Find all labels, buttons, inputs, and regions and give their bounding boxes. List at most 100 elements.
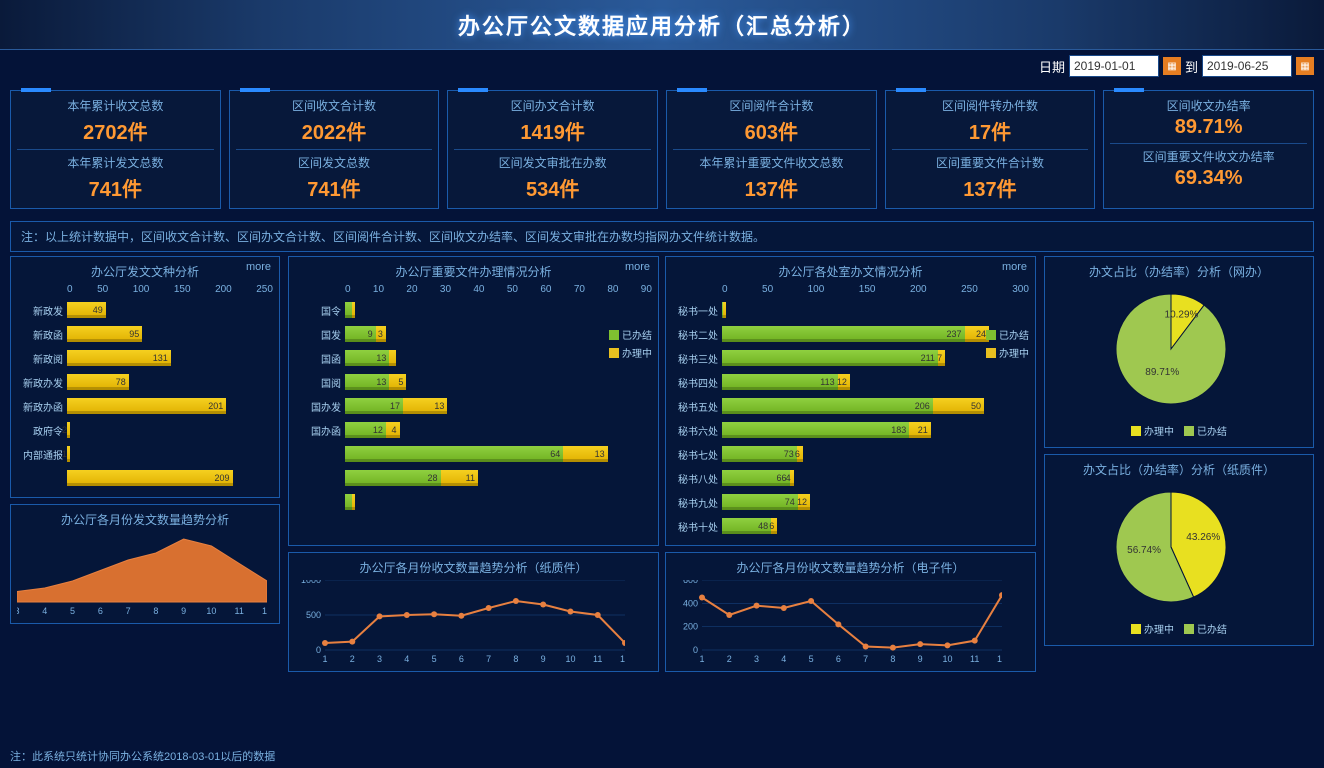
legend: 办理中已办结 xyxy=(1051,423,1307,441)
bar-pending: 7 xyxy=(938,350,945,366)
bar-row: 秘书九处7412 xyxy=(672,491,1029,513)
bar-done xyxy=(345,494,352,510)
svg-text:4: 4 xyxy=(42,606,47,616)
calendar-icon[interactable]: ▦ xyxy=(1296,57,1314,75)
bar-label: 秘书一处 xyxy=(672,303,722,318)
svg-text:2: 2 xyxy=(350,654,355,664)
stat-label: 区间发文审批在办数 xyxy=(454,154,651,171)
bar-label: 国办发 xyxy=(295,399,345,414)
bar-pending: 4 xyxy=(790,470,794,486)
bar-label: 国函 xyxy=(295,351,345,366)
svg-text:6: 6 xyxy=(836,654,841,664)
page-title: 办公厅公文数据应用分析（汇总分析） xyxy=(458,9,866,41)
stat-label: 区间重要文件收文办结率 xyxy=(1110,148,1307,165)
date-to-input[interactable] xyxy=(1202,55,1292,77)
bar-row: 国发93 xyxy=(295,323,652,345)
svg-text:11: 11 xyxy=(235,606,244,616)
svg-text:10: 10 xyxy=(565,654,575,664)
calendar-icon[interactable]: ▦ xyxy=(1163,57,1181,75)
more-link[interactable]: more xyxy=(246,261,271,273)
bar-row: 秘书二处23724 xyxy=(672,323,1029,345)
panel-monthly-elec: 办公厅各月份收文数量趋势分析（电子件）020040060012345678910… xyxy=(665,552,1036,672)
more-link[interactable]: more xyxy=(625,261,650,273)
stat-box: 区间收文办结率89.71%区间重要文件收文办结率69.34% xyxy=(1103,90,1314,209)
bar-label: 秘书九处 xyxy=(672,495,722,510)
stat-value: 69.34% xyxy=(1110,167,1307,190)
bar-done: 113 xyxy=(722,374,838,390)
bar: 201 xyxy=(67,398,226,414)
bar-done: 13 xyxy=(345,374,389,390)
bar-pending xyxy=(723,302,726,318)
stat-label: 区间发文总数 xyxy=(236,154,433,171)
svg-text:11: 11 xyxy=(970,654,979,664)
bar-row: 国办函124 xyxy=(295,419,652,441)
stat-label: 本年累计发文总数 xyxy=(17,154,214,171)
bar-label: 国阅 xyxy=(295,375,345,390)
date-range: 日期 ▦ 到 ▦ xyxy=(1039,55,1314,77)
x-axis: 0102030405060708090 xyxy=(295,284,652,295)
footnote: 注：此系统只统计协同办公系统2018-03-01以后的数据 xyxy=(10,748,275,764)
bar-row: 国令 xyxy=(295,299,652,321)
bar: 49 xyxy=(67,302,106,318)
panel-doc-type: more办公厅发文文种分析050100150200250新政发49新政函95新政… xyxy=(10,256,280,498)
legend: 已办结办理中 xyxy=(986,327,1029,363)
stat-label: 区间阅件转办件数 xyxy=(892,97,1089,114)
stat-label: 区间重要文件合计数 xyxy=(892,154,1089,171)
bar-label: 秘书五处 xyxy=(672,399,722,414)
stat-label: 本年累计收文总数 xyxy=(17,97,214,114)
bar-label: 秘书六处 xyxy=(672,423,722,438)
bar-pending xyxy=(389,350,396,366)
bar: 131 xyxy=(67,350,171,366)
bar-row: 6413 xyxy=(295,443,652,465)
svg-text:9: 9 xyxy=(181,606,186,616)
more-link[interactable]: more xyxy=(1002,261,1027,273)
chart-title: 办文占比（办结率）分析（纸质件） xyxy=(1051,461,1307,478)
stat-label: 区间收文合计数 xyxy=(236,97,433,114)
bar-pending: 21 xyxy=(909,422,930,438)
svg-text:8: 8 xyxy=(153,606,158,616)
bar-pending: 12 xyxy=(838,374,850,390)
pie-chart: 10.29%89.71% xyxy=(1051,284,1291,419)
date-from-label: 日期 xyxy=(1039,57,1065,76)
bar-done: 13 xyxy=(345,350,389,366)
svg-text:600: 600 xyxy=(683,580,698,585)
line-chart: 05001000123456789101112 xyxy=(295,580,625,665)
svg-text:5: 5 xyxy=(432,654,437,664)
bar: 78 xyxy=(67,374,129,390)
svg-text:2: 2 xyxy=(727,654,732,664)
stat-label: 区间收文办结率 xyxy=(1110,97,1307,114)
bar-pending: 13 xyxy=(563,446,607,462)
bar-row: 秘书十处486 xyxy=(672,515,1029,537)
svg-text:8: 8 xyxy=(890,654,895,664)
chart-title: 办公厅各月份收文数量趋势分析（电子件） xyxy=(672,559,1029,576)
bar-done: 206 xyxy=(722,398,933,414)
bar-row: 国函13 xyxy=(295,347,652,369)
chart-title: 办公厅各处室办文情况分析 xyxy=(672,263,1029,280)
bar-done: 74 xyxy=(722,494,798,510)
svg-text:10.29%: 10.29% xyxy=(1165,310,1199,321)
bar-pending xyxy=(352,302,355,318)
stat-box: 区间办文合计数1419件区间发文审批在办数534件 xyxy=(447,90,658,209)
bar-label: 新政函 xyxy=(17,327,67,342)
legend: 已办结办理中 xyxy=(609,327,652,363)
svg-text:4: 4 xyxy=(781,654,786,664)
svg-text:7: 7 xyxy=(126,606,131,616)
bar-pending: 11 xyxy=(441,470,479,486)
stat-box: 区间阅件合计数603件本年累计重要文件收文总数137件 xyxy=(666,90,877,209)
svg-text:3: 3 xyxy=(17,606,20,616)
bar-label: 政府令 xyxy=(17,423,67,438)
svg-text:0: 0 xyxy=(316,645,321,655)
panel-monthly-paper: 办公厅各月份收文数量趋势分析（纸质件）050010001234567891011… xyxy=(288,552,659,672)
svg-text:12: 12 xyxy=(262,606,267,616)
date-from-input[interactable] xyxy=(1069,55,1159,77)
bar-row: 2811 xyxy=(295,467,652,489)
stat-value: 137件 xyxy=(892,173,1089,202)
stat-value: 603件 xyxy=(673,116,870,145)
legend: 办理中已办结 xyxy=(1051,621,1307,639)
bar-label: 秘书十处 xyxy=(672,519,722,534)
svg-text:9: 9 xyxy=(918,654,923,664)
svg-text:7: 7 xyxy=(486,654,491,664)
svg-text:5: 5 xyxy=(809,654,814,664)
bar-pending: 3 xyxy=(376,326,386,342)
bar-row: 政府令2 xyxy=(17,419,273,441)
